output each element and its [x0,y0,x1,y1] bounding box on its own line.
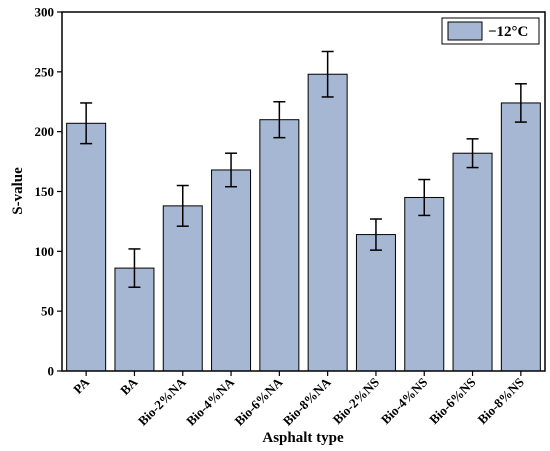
bar-Bio-4%NA [211,169,252,372]
legend-swatch [447,21,483,41]
x-axis: PA BABio-2%NABio-4%NABio-6%NABio-8%NABio-… [70,371,527,429]
bars-layer [66,73,541,372]
x-tick-label: Bio-4%NS [378,375,430,427]
y-tick-label: 300 [35,5,55,20]
error-bar-Bio-2%NS [369,218,382,251]
error-bar-Bio-6%NA [273,101,286,139]
y-tick-label: 200 [35,124,55,139]
x-tick-label: Bio-2%NS [330,375,382,427]
x-tick-label: Bio-6%NA [231,374,285,428]
bar-Bio-6%NS [452,152,493,372]
x-tick-label: Bio-8%NS [474,375,526,427]
error-bar-Bio-8%NS [514,83,527,123]
x-axis-title: Asphalt type [262,430,344,446]
bar-Bio-2%NS [355,234,396,372]
y-tick-label: 150 [35,184,55,199]
x-tick-label: Bio-2%NA [135,374,189,428]
x-tick-label: PA [70,374,93,397]
x-tick-label: Bio-4%NA [183,374,237,428]
x-tick-label: Bio-8%NA [280,374,334,428]
y-tick-label: 100 [35,244,55,259]
bar-Bio-8%NA [307,73,348,372]
bar-Bio-6%NA [259,119,300,372]
y-axis-title: S-value [10,167,26,215]
error-bar-PA [80,102,93,145]
y-tick-label: 250 [35,64,55,79]
legend-label: −12°C [488,24,528,40]
y-tick-label: 50 [41,304,54,319]
error-bars-layer [80,50,527,288]
bar-PA [66,122,107,372]
error-bar-BA [128,248,141,288]
error-bar-Bio-6%NS [466,138,479,169]
x-tick-label: BA [117,374,141,398]
y-tick-label: 0 [48,364,55,379]
error-bar-Bio-8%NA [321,50,334,98]
bar-Bio-2%NA [162,205,203,372]
error-bar-Bio-4%NS [418,178,431,217]
x-tick-label: Bio-6%NS [426,375,478,427]
y-axis: 0 50 100 150 200 250 300 [35,5,62,379]
error-bar-Bio-4%NA [225,152,238,188]
bar-Bio-4%NS [404,196,445,372]
error-bar-Bio-2%NA [176,184,189,227]
legend: −12°C [441,17,540,45]
bar-Bio-8%NS [500,102,541,372]
